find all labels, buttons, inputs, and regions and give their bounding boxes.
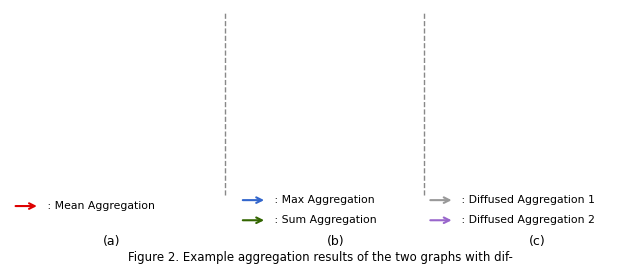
Circle shape [550, 0, 612, 3]
Text: (b): (b) [327, 235, 345, 248]
Circle shape [113, 0, 175, 3]
Circle shape [235, 0, 296, 3]
Text: (c): (c) [529, 235, 546, 248]
Circle shape [81, 0, 143, 3]
Text: : Diffused Aggregation 1: : Diffused Aggregation 1 [458, 195, 595, 205]
Circle shape [369, 0, 431, 3]
Text: (a): (a) [103, 235, 121, 248]
Text: : Max Aggregation: : Max Aggregation [271, 195, 374, 205]
Text: : Sum Aggregation: : Sum Aggregation [271, 215, 376, 225]
Circle shape [318, 0, 380, 3]
Circle shape [493, 0, 554, 3]
Circle shape [414, 0, 476, 3]
Text: : Mean Aggregation: : Mean Aggregation [44, 201, 154, 211]
Text: Figure 2. Example aggregation results of the two graphs with dif-: Figure 2. Example aggregation results of… [127, 251, 513, 264]
Circle shape [175, 0, 237, 3]
Circle shape [0, 0, 58, 3]
Text: : Diffused Aggregation 2: : Diffused Aggregation 2 [458, 215, 595, 225]
